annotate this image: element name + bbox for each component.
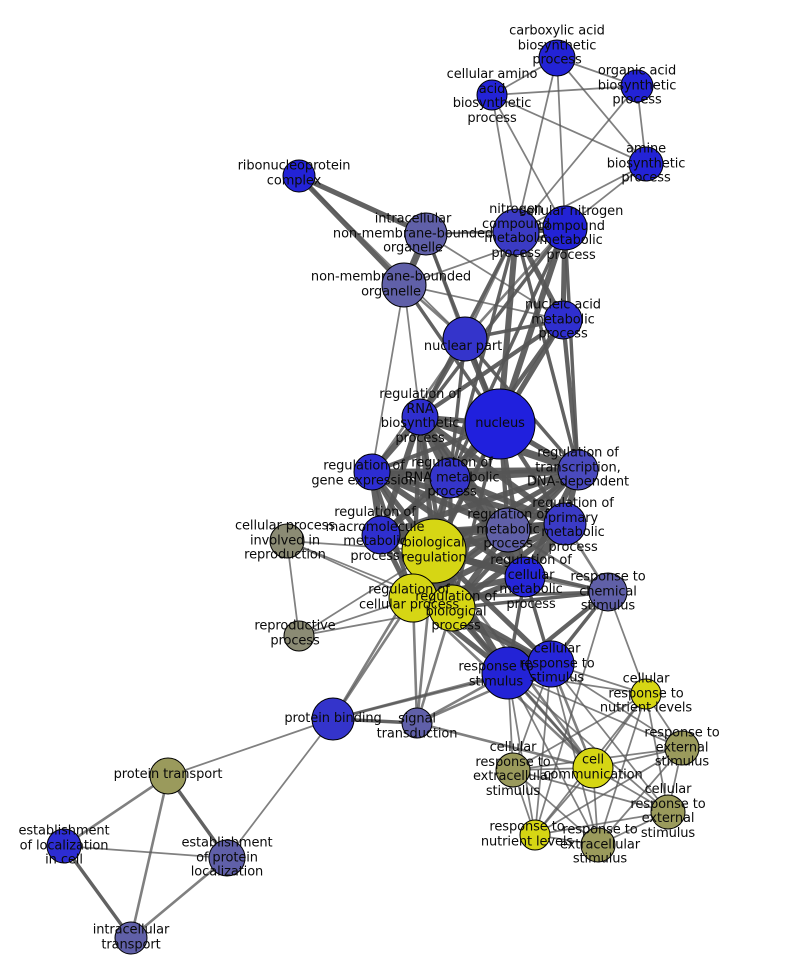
network-edge (491, 85, 638, 96)
network-node-ribonucleoprotein_complex[interactable] (282, 159, 316, 193)
network-edge (129, 856, 229, 940)
network-edge (556, 57, 566, 229)
network-node-cellular_response_to_stimulus[interactable] (527, 640, 575, 688)
network-edge (491, 94, 566, 229)
network-node-biological_regulation[interactable] (401, 518, 467, 584)
network-edge (512, 769, 669, 813)
network-edge (129, 774, 170, 940)
network-edge (167, 718, 334, 777)
network-node-non_membrane_bounded_organelle[interactable] (381, 262, 427, 308)
network-node-cell_communication[interactable] (572, 747, 614, 789)
network-node-nucleus[interactable] (464, 388, 536, 460)
network-edge (369, 469, 568, 527)
network-node-regulation_of_biological_process[interactable] (428, 584, 476, 632)
network-node-response_to_external_stimulus[interactable] (664, 730, 700, 766)
network-edge (512, 769, 599, 846)
network-edge (369, 469, 511, 533)
network-node-nucleic_acid_metabolic[interactable] (543, 300, 583, 340)
network-node-reproductive_process[interactable] (283, 620, 315, 652)
network-edge (450, 590, 610, 610)
edge-layer (62, 57, 683, 940)
network-edge (410, 521, 568, 601)
network-node-response_to_stimulus[interactable] (481, 646, 535, 700)
network-edge (507, 672, 536, 836)
network-edge (63, 845, 228, 859)
network-edge (515, 57, 558, 233)
network-edge (550, 663, 683, 749)
network-node-protein_binding[interactable] (311, 697, 355, 741)
network-node-amine_biosynthetic[interactable] (628, 146, 664, 182)
network-node-establishment_of_protein_localization[interactable] (208, 839, 246, 877)
network-edge (560, 317, 581, 473)
network-node-regulation_of_gene_expression[interactable] (353, 453, 391, 491)
network-node-regulation_of_metabolic_process[interactable] (485, 507, 531, 553)
network-node-regulation_of_macromolecule_metabolic[interactable] (361, 515, 401, 555)
network-edge (418, 226, 567, 419)
network-node-cellular_response_to_extracellular_stimulus[interactable] (495, 752, 531, 788)
network-node-intracellular_transport[interactable] (114, 921, 148, 955)
network-edge (296, 173, 429, 237)
network-edge (425, 233, 564, 321)
network-node-response_to_chemical_stimulus[interactable] (588, 572, 628, 612)
network-node-cellular_nitrogen_compound_metabolic[interactable] (542, 205, 588, 251)
network-node-cellular_response_to_nutrient_levels[interactable] (630, 678, 662, 710)
network-node-regulation_of_primary_metabolic[interactable] (543, 502, 587, 546)
network-edge (515, 85, 638, 233)
network-node-carboxylic_acid_biosynthetic[interactable] (538, 39, 576, 77)
network-node-intracellular_non_membrane_bounded_organelle[interactable] (404, 212, 448, 256)
network-node-nitrogen_compound_metabolic[interactable] (492, 208, 540, 256)
network-edge (62, 774, 170, 848)
network-edge (226, 718, 334, 859)
network-node-cellular_amino_acid_biosynthetic[interactable] (476, 79, 508, 111)
network-node-establishment_of_localization_in_cell[interactable] (46, 828, 82, 864)
network-edge (62, 844, 133, 940)
network-edge (371, 284, 405, 473)
network-node-regulation_of_transcription_dna_dependent[interactable] (557, 449, 599, 491)
network-edge (534, 663, 552, 836)
network-node-cellular_response_to_external_stimulus[interactable] (650, 794, 686, 830)
network-node-regulation_of_rna_biosynthetic[interactable] (401, 398, 439, 436)
network-node-protein_transport[interactable] (149, 757, 187, 795)
network-edge (369, 467, 581, 475)
network-node-regulation_of_cellular_metabolic[interactable] (504, 556, 546, 598)
node-layer[interactable] (46, 39, 700, 955)
network-node-organic_acid_biosynthetic[interactable] (620, 69, 654, 103)
network-edge (298, 175, 466, 340)
network-edge (403, 284, 564, 321)
network-edge (534, 747, 683, 836)
network-node-cellular_process_involved_in_reproduction[interactable] (269, 523, 305, 559)
network-edge (463, 226, 567, 341)
network-edge (415, 721, 595, 770)
network-edge (550, 663, 599, 846)
network-edge (515, 163, 647, 233)
network-node-regulation_of_rna_metabolic[interactable] (429, 457, 471, 499)
network-edge (491, 94, 647, 165)
network-edge (512, 693, 647, 771)
network-node-signal_transduction[interactable] (401, 707, 433, 739)
network-node-nuclear_part[interactable] (442, 316, 488, 362)
network-edge (556, 57, 647, 165)
network-node-response_to_extracellular_stimulus[interactable] (580, 827, 616, 863)
network-edge (597, 693, 647, 846)
network-edge (507, 672, 669, 813)
network-edge (534, 811, 669, 836)
network-node-response_to_nutrient_levels[interactable] (519, 819, 551, 851)
